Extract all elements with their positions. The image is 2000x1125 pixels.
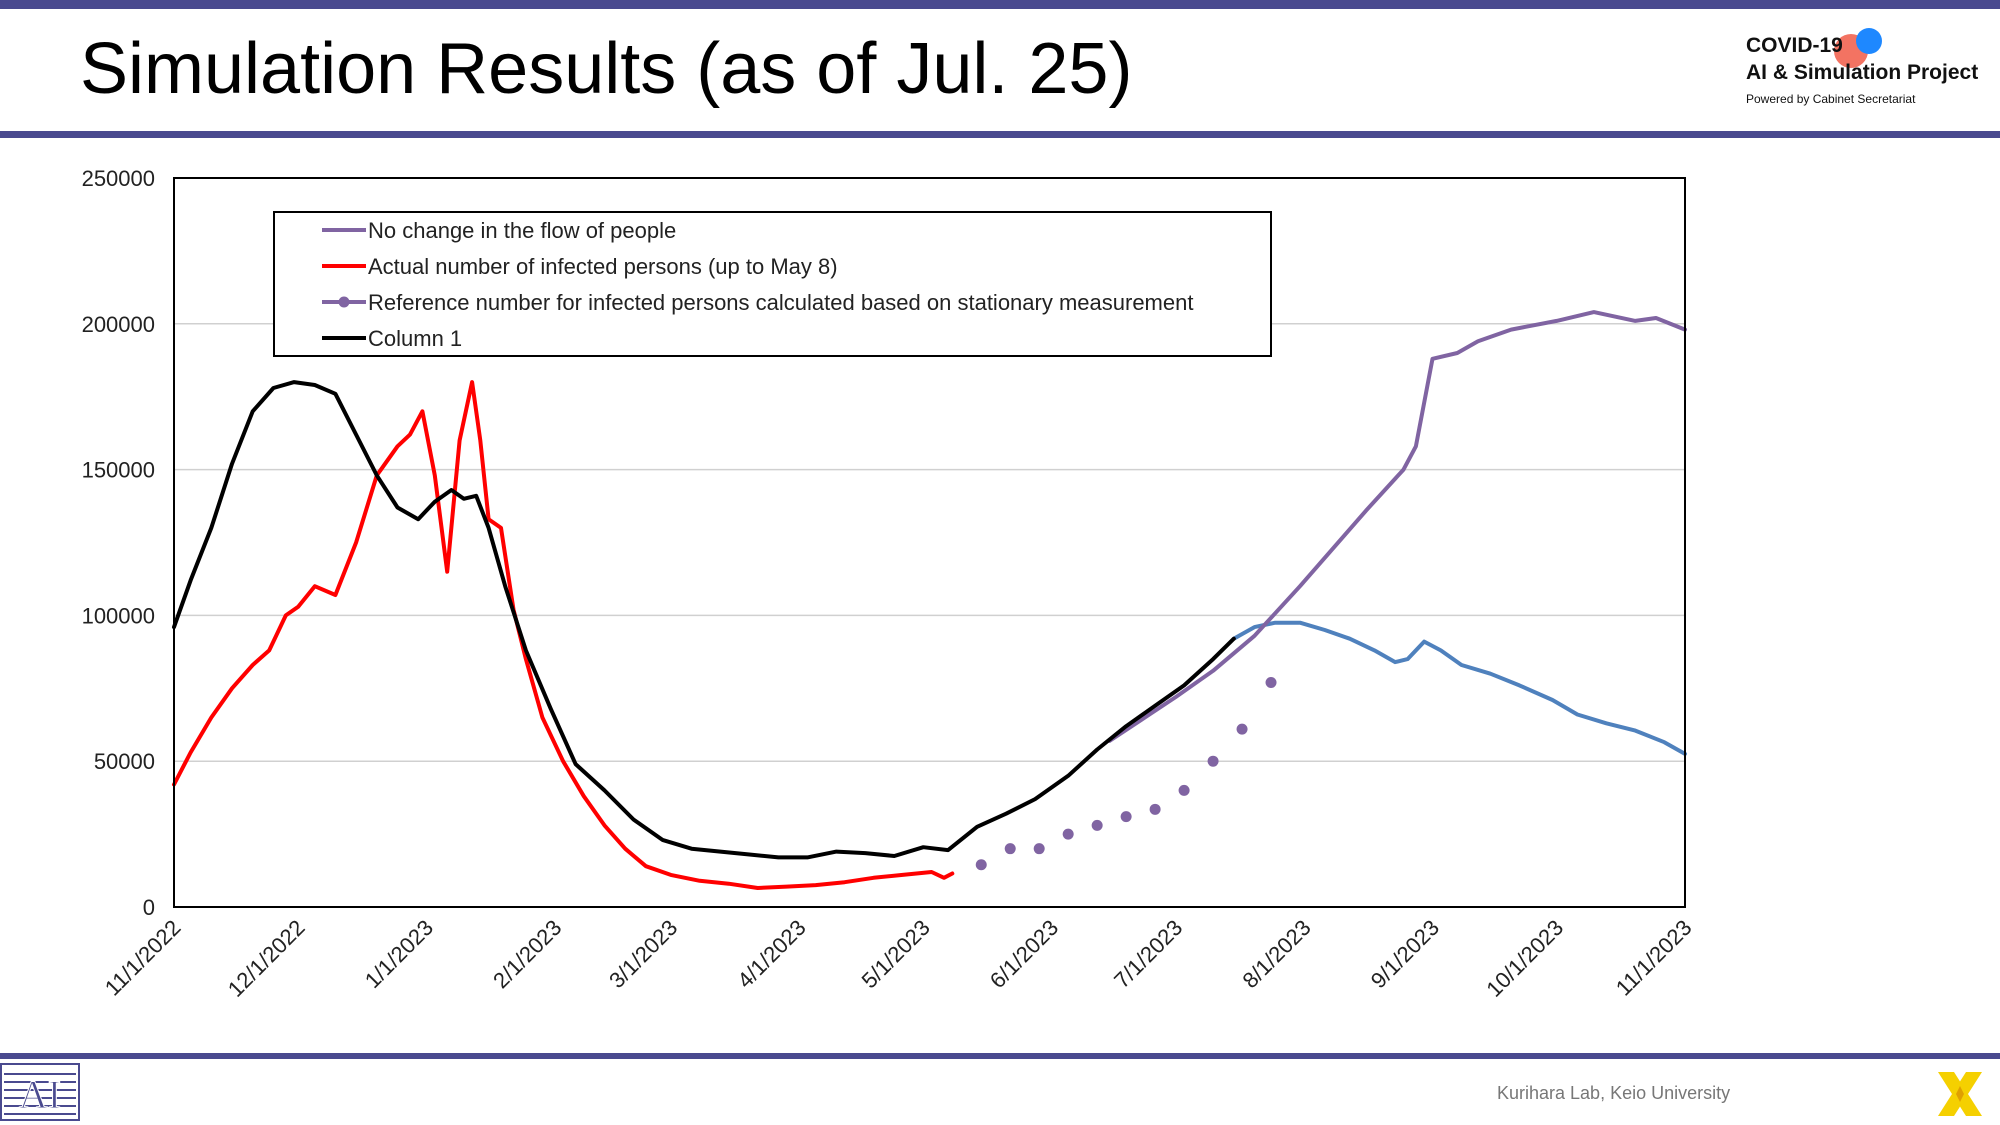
plot-frame: [173, 177, 1686, 908]
y-tick-label: 100000: [82, 603, 155, 628]
x-tick-label: 2/1/2023: [488, 915, 566, 993]
logo-blue-dot-icon: [1856, 28, 1882, 54]
series-4-line: [1231, 620, 1687, 756]
svg-text:AI: AI: [19, 1072, 61, 1117]
legend-box: [273, 211, 1272, 357]
logo-line-1: COVID-19: [1746, 34, 1843, 57]
keio-ai-logo-icon: AI: [0, 1063, 80, 1121]
series-1-line: [172, 380, 955, 890]
reference-point: [1120, 811, 1132, 823]
legend-label: Column 1: [368, 326, 462, 351]
x-tick-label: 1/1/2023: [360, 915, 438, 993]
reference-point: [1004, 843, 1016, 855]
reference-point: [1265, 676, 1277, 688]
x-tick-label: 11/1/2023: [1611, 915, 1697, 1001]
x-tick-label: 6/1/2023: [985, 915, 1063, 993]
footer-credit: Kurihara Lab, Keio University: [1497, 1083, 1731, 1103]
reference-point: [1149, 803, 1161, 815]
covid-ai-project-logo: COVID-19 AI & Simulation Project Powered…: [1746, 28, 1986, 118]
y-tick-labels: 0 50000 100000 150000 200000 250000: [82, 166, 155, 920]
x-logo-icon: [1938, 1072, 1982, 1116]
logo-line-3: Powered by Cabinet Secretariat: [1746, 92, 1916, 106]
reference-point: [975, 859, 987, 871]
reference-point: [1236, 723, 1248, 735]
x-tick-label: 10/1/2023: [1481, 915, 1568, 1002]
bottom-frame-bar: [0, 1053, 2000, 1059]
page-title: Simulation Results (as of Jul. 25): [80, 29, 1133, 109]
y-tick-label: 50000: [94, 749, 155, 774]
x-tick-labels: 11/1/2022 12/1/2022 1/1/2023 2/1/2023 3/1/20…: [100, 915, 1697, 1002]
legend-marker: [338, 296, 350, 308]
top-frame-bar: [0, 0, 2000, 9]
x-tick-label: 4/1/2023: [732, 915, 810, 993]
y-tick-label: 250000: [82, 166, 155, 191]
grid-lines: [174, 323, 1685, 762]
x-tick-label: 5/1/2023: [857, 915, 935, 993]
simulation-chart: 0 50000 100000 150000 200000 250000 11/1/2022…: [82, 166, 1697, 1002]
series-layer: [172, 310, 1687, 890]
series-0-line: [1107, 310, 1687, 743]
logo-line-2: AI & Simulation Project: [1746, 61, 1979, 84]
legend: No change in the flow of people Actual nu…: [273, 211, 1272, 357]
y-tick-label: 150000: [82, 458, 155, 483]
x-tick-label: 9/1/2023: [1366, 915, 1444, 993]
series-3-line: [172, 380, 1236, 860]
legend-label: Reference number for infected persons ca…: [368, 290, 1193, 315]
legend-label: No change in the flow of people: [368, 218, 676, 243]
x-tick-label: 7/1/2023: [1109, 915, 1187, 993]
reference-point: [1178, 784, 1190, 796]
x-tick-label: 3/1/2023: [604, 915, 682, 993]
reference-point: [1033, 843, 1045, 855]
reference-point: [1062, 828, 1074, 840]
x-tick-label: 11/1/2022: [100, 915, 186, 1001]
x-tick-label: 8/1/2023: [1237, 915, 1315, 993]
reference-point: [1091, 819, 1103, 831]
legend-label: Actual number of infected persons (up to…: [368, 254, 838, 279]
title-divider: [0, 131, 2000, 138]
y-tick-label: 200000: [82, 312, 155, 337]
x-tick-label: 12/1/2022: [223, 915, 310, 1002]
y-tick-label: 0: [143, 895, 155, 920]
reference-point: [1207, 755, 1219, 767]
